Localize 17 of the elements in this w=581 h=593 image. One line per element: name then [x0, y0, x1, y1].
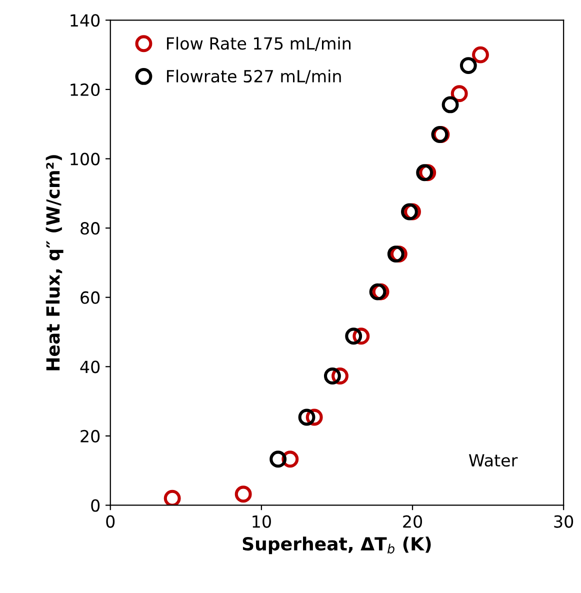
- legend-label: Flow Rate 175 mL/min: [167, 36, 350, 52]
- x-tick-label: 30: [554, 515, 574, 528]
- x-axis-title: Superheat, ΔT$_{b}$ (K): [242, 536, 431, 554]
- y-tick-label: 120: [70, 83, 100, 96]
- x-tick-label: 10: [252, 515, 271, 528]
- y-tick-label: 40: [80, 360, 100, 374]
- x-tick-label: 0: [106, 515, 115, 528]
- annotation: Water: [468, 454, 518, 467]
- x-tick-label: 20: [403, 515, 422, 528]
- y-tick-label: 80: [80, 222, 100, 235]
- y-tick-label: 0: [91, 499, 100, 512]
- y-axis-title: Heat Flux, q″ (W/cm²): [46, 155, 64, 370]
- legend-label: Flowrate 527 mL/min: [167, 70, 341, 84]
- y-tick-label: 20: [80, 430, 100, 443]
- y-tick-label: 60: [80, 291, 100, 304]
- y-tick-label: 140: [70, 14, 100, 27]
- y-tick-label: 100: [70, 152, 100, 166]
